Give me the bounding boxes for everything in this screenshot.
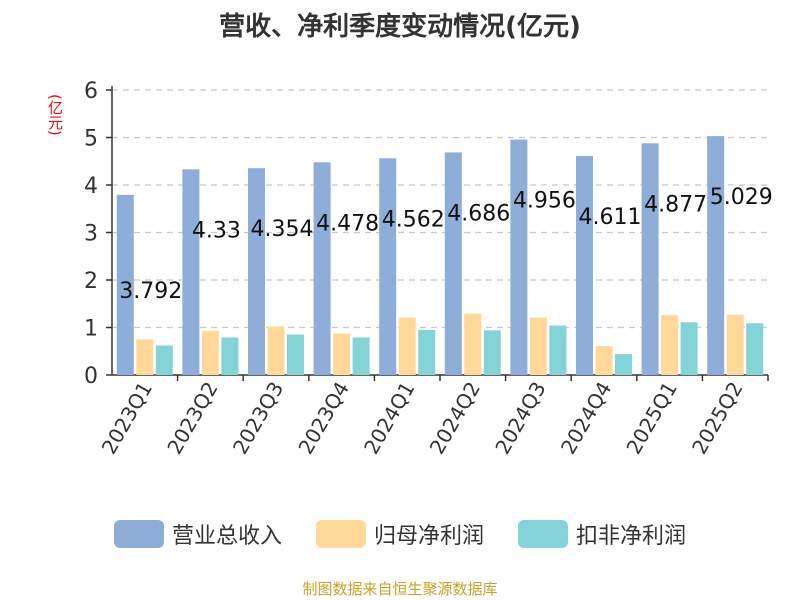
bar	[418, 329, 436, 375]
x-tick-label: 2023Q3	[228, 378, 288, 459]
x-tick-label: 2024Q3	[490, 378, 550, 459]
data-label: 4.562	[382, 207, 445, 232]
bar	[201, 330, 219, 375]
legend-swatch-net-profit	[315, 520, 366, 548]
x-tick-label: 2024Q2	[425, 378, 485, 459]
bar	[136, 339, 154, 375]
legend-swatch-deducted-profit	[518, 520, 568, 548]
bar	[287, 334, 304, 375]
x-tick-label: 2024Q4	[556, 378, 616, 459]
bar	[595, 346, 613, 375]
y-tick-label: 6	[84, 79, 98, 104]
chart-title: 营收、净利季度变动情况(亿元)	[219, 12, 581, 42]
y-tick-label: 5	[84, 127, 98, 152]
y-tick-label: 2	[84, 269, 98, 294]
bar	[661, 315, 679, 375]
bar	[398, 317, 416, 375]
data-label: 4.354	[251, 217, 314, 242]
bar	[267, 326, 285, 375]
bar	[529, 317, 547, 375]
bar	[641, 143, 659, 375]
data-label: 4.686	[447, 201, 510, 226]
bar	[576, 155, 593, 375]
bar	[248, 168, 265, 375]
bar	[707, 136, 725, 375]
legend-label-net-profit: 归母净利润	[373, 524, 484, 549]
legend-item-revenue[interactable]: 营业总收入	[113, 518, 282, 550]
data-label: 3.792	[119, 279, 182, 304]
data-label: 4.478	[316, 211, 379, 236]
bar	[726, 314, 744, 375]
bar	[313, 162, 331, 375]
bar	[379, 158, 397, 375]
bar	[155, 345, 173, 375]
x-tick-label: 2025Q2	[687, 378, 747, 459]
bar	[680, 322, 698, 375]
bar	[483, 330, 501, 375]
y-tick-label: 0	[84, 364, 98, 389]
data-label: 4.877	[644, 192, 707, 217]
legend-label-revenue: 营业总收入	[171, 524, 282, 549]
legend-swatch-revenue	[113, 520, 164, 548]
bar	[182, 169, 200, 375]
data-label: 4.611	[579, 205, 642, 230]
y-tick-label: 4	[84, 174, 98, 199]
x-tick-label: 2023Q1	[97, 378, 157, 459]
y-axis-unit: (亿元)	[46, 94, 64, 136]
bar	[444, 152, 462, 375]
x-tick-label: 2024Q1	[359, 378, 419, 459]
legend-item-deducted-profit[interactable]: 扣非净利润	[518, 518, 686, 550]
bar	[746, 323, 764, 375]
bar	[549, 325, 567, 375]
bar	[333, 333, 351, 375]
data-label: 4.33	[192, 218, 241, 243]
x-tick-label: 2023Q4	[293, 378, 353, 459]
data-source: 制图数据来自恒生聚源数据库	[302, 580, 498, 598]
bar	[464, 313, 482, 375]
y-tick-label: 3	[84, 222, 98, 247]
legend: 营业总收入 归母净利润 扣非净利润	[0, 518, 800, 550]
y-tick-label: 1	[84, 317, 98, 342]
bar	[116, 194, 134, 375]
legend-item-net-profit[interactable]: 归母净利润	[315, 518, 484, 550]
bar	[352, 337, 370, 375]
x-tick-label: 2023Q2	[162, 378, 222, 459]
legend-label-deducted-profit: 扣非净利润	[576, 524, 687, 549]
bar	[510, 139, 528, 375]
data-label: 5.029	[710, 185, 773, 210]
data-label: 4.956	[513, 189, 576, 214]
bar	[615, 354, 632, 375]
x-tick-label: 2025Q1	[621, 378, 681, 459]
bar	[221, 337, 239, 375]
